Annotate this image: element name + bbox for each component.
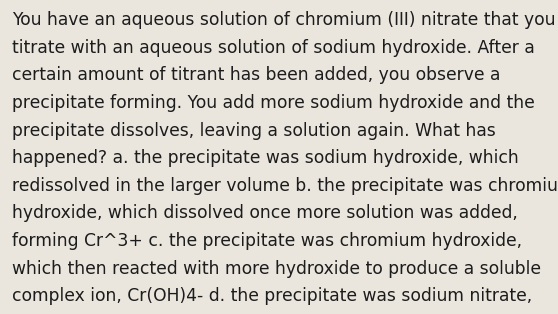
Text: complex ion, Cr(OH)4- d. the precipitate was sodium nitrate,: complex ion, Cr(OH)4- d. the precipitate… [12,287,532,305]
Text: precipitate dissolves, leaving a solution again. What has: precipitate dissolves, leaving a solutio… [12,122,496,139]
Text: You have an aqueous solution of chromium (III) nitrate that you: You have an aqueous solution of chromium… [12,11,556,29]
Text: precipitate forming. You add more sodium hydroxide and the: precipitate forming. You add more sodium… [12,94,535,112]
Text: titrate with an aqueous solution of sodium hydroxide. After a: titrate with an aqueous solution of sodi… [12,39,535,57]
Text: forming Cr^3+ c. the precipitate was chromium hydroxide,: forming Cr^3+ c. the precipitate was chr… [12,232,522,250]
Text: certain amount of titrant has been added, you observe a: certain amount of titrant has been added… [12,66,501,84]
Text: hydroxide, which dissolved once more solution was added,: hydroxide, which dissolved once more sol… [12,204,518,222]
Text: which then reacted with more hydroxide to produce a soluble: which then reacted with more hydroxide t… [12,260,541,278]
Text: redissolved in the larger volume b. the precipitate was chromium: redissolved in the larger volume b. the … [12,177,558,195]
Text: happened? a. the precipitate was sodium hydroxide, which: happened? a. the precipitate was sodium … [12,149,519,167]
